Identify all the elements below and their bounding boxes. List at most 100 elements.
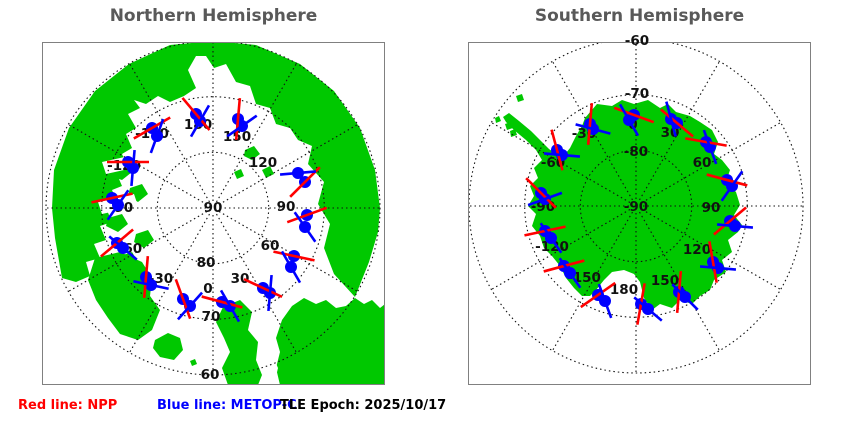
npp-track-line — [181, 97, 211, 131]
metop-c-track-line — [267, 274, 273, 312]
satellite-pass-marker — [243, 274, 283, 312]
metop-c-track-line — [527, 191, 563, 207]
satellite-pass-marker — [633, 283, 663, 325]
npp-track-line — [580, 281, 616, 309]
npp-track-line — [286, 206, 328, 224]
satellite-pass-marker — [524, 222, 566, 254]
metop-c-track-line — [176, 291, 204, 321]
metop-c-track-line — [189, 104, 211, 138]
landmass-scandinavia — [216, 300, 262, 385]
npp-track-line — [243, 277, 283, 299]
latitude-label: -60 — [625, 33, 649, 49]
longitude-label: 180 — [610, 282, 638, 298]
satellite-pass-marker — [685, 129, 727, 165]
metop-c-track-line — [618, 103, 640, 137]
npp-track-line — [273, 250, 315, 262]
legend-blue-line-metop-c: Blue line: METOP-C — [157, 398, 297, 413]
south-graticule — [468, 42, 804, 374]
longitude-label: 90 — [277, 199, 296, 215]
metop-c-track-line — [558, 257, 582, 289]
npp-track-line — [525, 177, 557, 209]
longitude-label: 30 — [231, 271, 250, 287]
npp-track-line — [685, 137, 727, 147]
longitude-label: 90 — [702, 200, 721, 216]
npp-track-line — [174, 278, 192, 320]
satellite-pass-marker — [133, 255, 169, 299]
graticule-ring — [468, 42, 804, 374]
metop-c-track-line — [597, 283, 613, 319]
latitude-label: -80 — [624, 144, 648, 160]
metop-c-track-line — [716, 223, 754, 229]
npp-track-line — [708, 241, 718, 283]
south-map-title: Southern Hemisphere — [534, 6, 745, 26]
metop-c-track-line — [106, 189, 130, 221]
satellite-pass-marker — [575, 102, 611, 146]
npp-track-line — [706, 173, 748, 187]
satellite-pass-marker — [613, 103, 655, 137]
metop-c-track-line — [671, 283, 699, 311]
npp-track-line — [550, 129, 564, 171]
landmass-antarctic-islands — [495, 94, 524, 137]
metop-c-track-line — [133, 279, 169, 291]
longitude-label: 120 — [683, 242, 711, 258]
north-hemisphere-map: 908070600306090120150180-150-120-90-60-3… — [42, 42, 385, 385]
landmass-northeast-russia — [276, 298, 385, 385]
npp-track-line — [613, 106, 655, 124]
latitude-label: 90 — [204, 200, 223, 216]
satellite-pass-marker — [279, 166, 321, 198]
latitude-label: -90 — [624, 199, 648, 215]
north-satellite-passes — [91, 97, 328, 323]
legend-tle-epoch: TLE Epoch: 2025/10/17 — [280, 398, 447, 413]
npp-track-line — [660, 108, 694, 138]
metop-c-track-line — [720, 170, 744, 202]
satellite-pass-marker — [107, 149, 149, 187]
satellite-pass-marker — [713, 206, 754, 236]
graticule-ring — [45, 42, 381, 376]
south-map-frame — [468, 42, 811, 385]
graticule-ring — [579, 149, 693, 263]
satellite-pass-marker — [174, 278, 204, 321]
metop-c-track-line — [108, 235, 138, 261]
north-map-title: Northern Hemisphere — [109, 6, 318, 26]
latitude-label: 70 — [202, 309, 221, 325]
npp-track-line — [201, 295, 243, 309]
longitude-label: 60 — [693, 155, 712, 171]
longitude-label: 0 — [203, 281, 212, 297]
north-map-frame — [42, 42, 385, 385]
metop-c-track-line — [226, 114, 258, 138]
landmass-iceland — [153, 333, 183, 360]
npp-track-line — [133, 116, 171, 140]
latitude-label: 60 — [201, 367, 220, 383]
sea-gulf-of-bothnia — [258, 334, 278, 385]
south-hemisphere-map: -90-80-70-600306090120150180-150-120-90-… — [468, 33, 811, 385]
metop-c-track-line — [219, 289, 241, 323]
npp-track-line — [586, 102, 594, 146]
metop-c-track-line — [665, 101, 677, 137]
metop-c-track-line — [279, 170, 317, 176]
satellite-pass-marker — [671, 270, 699, 314]
landmass-antarctica — [503, 100, 742, 310]
metop-c-track-line — [702, 129, 718, 165]
satellite-pass-marker — [543, 129, 581, 171]
npp-track-line — [713, 206, 747, 236]
satellite-pass-marker — [286, 206, 328, 243]
npp-track-line — [142, 255, 150, 299]
satellite-pass-marker — [91, 189, 133, 221]
longitude-label: 60 — [261, 238, 280, 254]
south-grid-labels: -90-80-70-600306090120150180-150-120-90-… — [531, 33, 721, 298]
latitude-label: -70 — [625, 86, 649, 102]
latitude-label: 80 — [197, 255, 216, 271]
metop-c-track-line — [575, 123, 611, 135]
south-satellite-passes — [524, 101, 754, 325]
satellite-pass-marker — [226, 97, 258, 141]
satellite-pass-marker — [273, 250, 315, 284]
satellite-pass-marker — [181, 97, 211, 138]
metop-c-track-line — [130, 149, 136, 187]
npp-track-line — [234, 97, 242, 141]
satellite-pass-marker — [699, 241, 737, 283]
metop-c-track-line — [280, 250, 302, 284]
landmass-eurasia-arctic — [52, 42, 380, 297]
satellite-pass-marker — [525, 177, 563, 209]
satellite-pass-marker — [543, 257, 585, 289]
